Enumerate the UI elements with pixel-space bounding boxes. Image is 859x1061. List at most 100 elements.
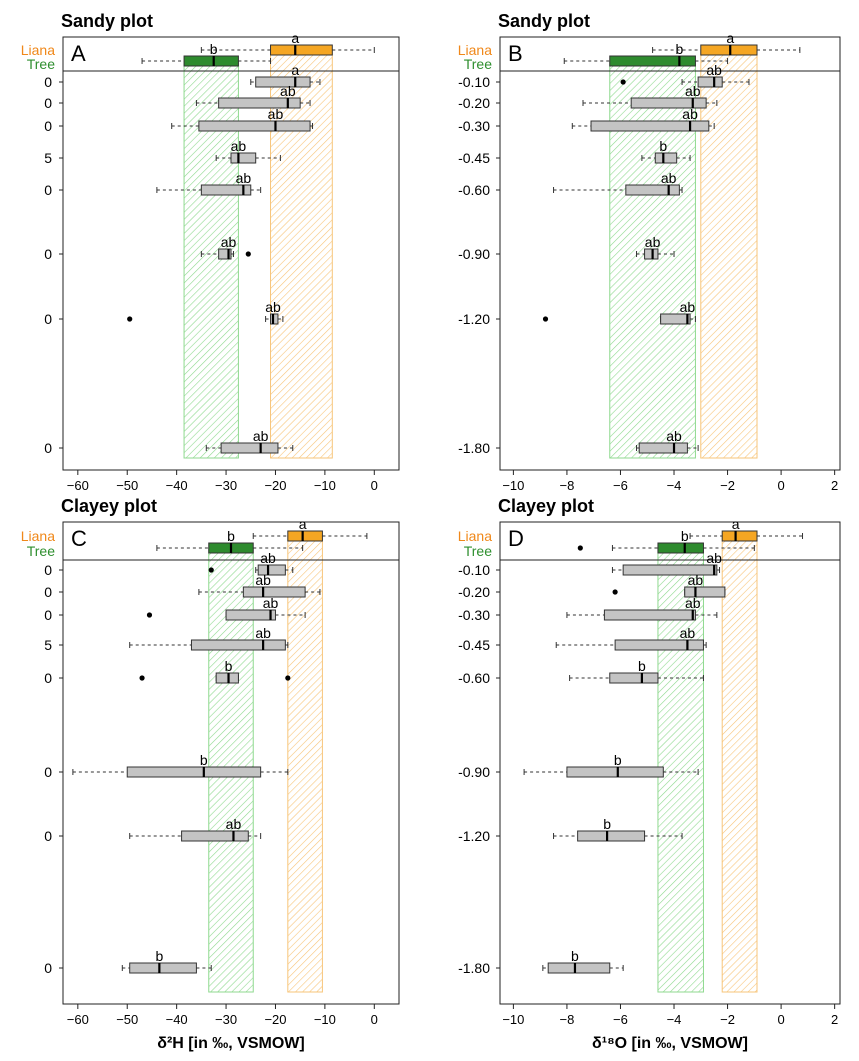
- y-tick-label: -0.10: [458, 74, 490, 90]
- y-tick-label: 0: [44, 118, 52, 134]
- y-tick-label: 0: [44, 74, 52, 90]
- significance-letter: a: [732, 516, 740, 532]
- soil-box: ab: [215, 138, 281, 164]
- significance-letter: ab: [666, 428, 682, 444]
- x-tick-label: −50: [116, 478, 138, 493]
- soil-box: ab: [582, 83, 718, 109]
- liana-box: a: [689, 516, 804, 542]
- x-tick-label: −2: [720, 1012, 735, 1027]
- significance-letter: ab: [221, 234, 237, 250]
- soil-box: ab: [171, 106, 314, 132]
- x-tick-label: −4: [667, 478, 682, 493]
- box-iqr: [190, 639, 286, 651]
- significance-letter: ab: [680, 299, 696, 315]
- significance-letter: b: [681, 528, 689, 544]
- liana-label: Liana: [21, 528, 55, 544]
- x-tick-label: 0: [371, 478, 378, 493]
- x-tick-label: −8: [560, 1012, 575, 1027]
- panel-letter: D: [508, 526, 524, 551]
- x-tick-label: −8: [560, 478, 575, 493]
- plot-frame: [499, 521, 841, 1005]
- soil-box: ab: [156, 170, 262, 196]
- liana-box: a: [252, 516, 368, 542]
- outlier-point: [542, 316, 549, 322]
- soil-box: ab: [129, 625, 289, 651]
- box-iqr: [547, 962, 611, 974]
- outlier-point: [245, 251, 251, 257]
- liana-range-band: [721, 535, 758, 993]
- box-iqr: [257, 564, 286, 576]
- panel-C: Clayey plotCLianaTreeabab0ab0ab0ab5b0b0a…: [21, 496, 400, 1052]
- y-tick-label: -0.10: [458, 562, 490, 578]
- y-tick-label: -0.30: [458, 607, 490, 623]
- soil-box: ab: [636, 428, 699, 454]
- outlier-point: [208, 567, 214, 573]
- tree-label: Tree: [27, 543, 55, 559]
- significance-letter: ab: [680, 625, 696, 641]
- significance-letter: ab: [682, 106, 698, 122]
- soil-box: ab: [195, 83, 311, 109]
- outlier-point: [285, 675, 291, 681]
- box-iqr: [644, 248, 659, 260]
- soil-box: b: [569, 658, 704, 684]
- x-tick-label: −10: [314, 478, 336, 493]
- box-iqr: [625, 184, 680, 196]
- panel-title: Sandy plot: [498, 11, 590, 31]
- x-tick-label: −20: [264, 478, 286, 493]
- box-iqr: [255, 76, 311, 88]
- soil-box: b: [523, 752, 699, 778]
- box-iqr: [622, 564, 718, 576]
- box-iqr: [129, 962, 197, 974]
- box-iqr: [609, 55, 696, 67]
- y-tick-label: 0: [44, 182, 52, 198]
- significance-letter: a: [299, 516, 307, 532]
- soil-box: b: [641, 138, 691, 164]
- significance-letter: b: [155, 948, 163, 964]
- y-tick-label: 0: [44, 764, 52, 780]
- soil-box: ab: [636, 234, 675, 260]
- y-tick-label: 0: [44, 562, 52, 578]
- significance-letter: b: [603, 816, 611, 832]
- y-tick-label: -0.90: [458, 246, 490, 262]
- box-iqr: [654, 152, 678, 164]
- box-iqr: [590, 120, 710, 132]
- box-iqr: [684, 586, 726, 598]
- box-iqr: [566, 766, 664, 778]
- x-tick-label: −4: [667, 1012, 682, 1027]
- soil-box: ab: [542, 299, 696, 325]
- liana-range-band: [700, 49, 758, 459]
- tree-box: b: [141, 41, 272, 67]
- significance-letter: ab: [255, 572, 271, 588]
- significance-letter: b: [659, 138, 667, 154]
- y-tick-label: -1.20: [458, 311, 490, 327]
- x-tick-label: −60: [67, 1012, 89, 1027]
- y-tick-label: 5: [44, 150, 52, 166]
- box-iqr: [181, 830, 249, 842]
- soil-box: ab: [612, 572, 726, 598]
- panel-D: Clayey plotDLianaTreeabab-0.10ab-0.20ab-…: [458, 496, 841, 1052]
- x-tick-label: 2: [831, 478, 838, 493]
- box-iqr: [287, 530, 323, 542]
- panel-title: Clayey plot: [61, 496, 157, 516]
- box-iqr: [721, 530, 758, 542]
- significance-letter: ab: [645, 234, 661, 250]
- y-tick-label: -0.90: [458, 764, 490, 780]
- y-tick-label: -0.60: [458, 670, 490, 686]
- liana-range-band: [287, 535, 323, 993]
- x-tick-label: −6: [613, 1012, 628, 1027]
- soil-box: ab: [208, 550, 294, 576]
- box-iqr: [630, 97, 707, 109]
- soil-box: ab: [127, 299, 284, 325]
- tree-box: b: [156, 528, 304, 554]
- soil-box: ab: [571, 106, 715, 132]
- box-iqr: [230, 152, 257, 164]
- significance-letter: ab: [280, 83, 296, 99]
- y-tick-label: 0: [44, 440, 52, 456]
- significance-letter: b: [227, 528, 235, 544]
- panel-B: Sandy plotBLianaTreeabab-0.10ab-0.20ab-0…: [458, 11, 841, 493]
- y-tick-label: 0: [44, 95, 52, 111]
- soil-box: b: [121, 948, 212, 974]
- significance-letter: ab: [268, 106, 284, 122]
- significance-letter: ab: [263, 595, 279, 611]
